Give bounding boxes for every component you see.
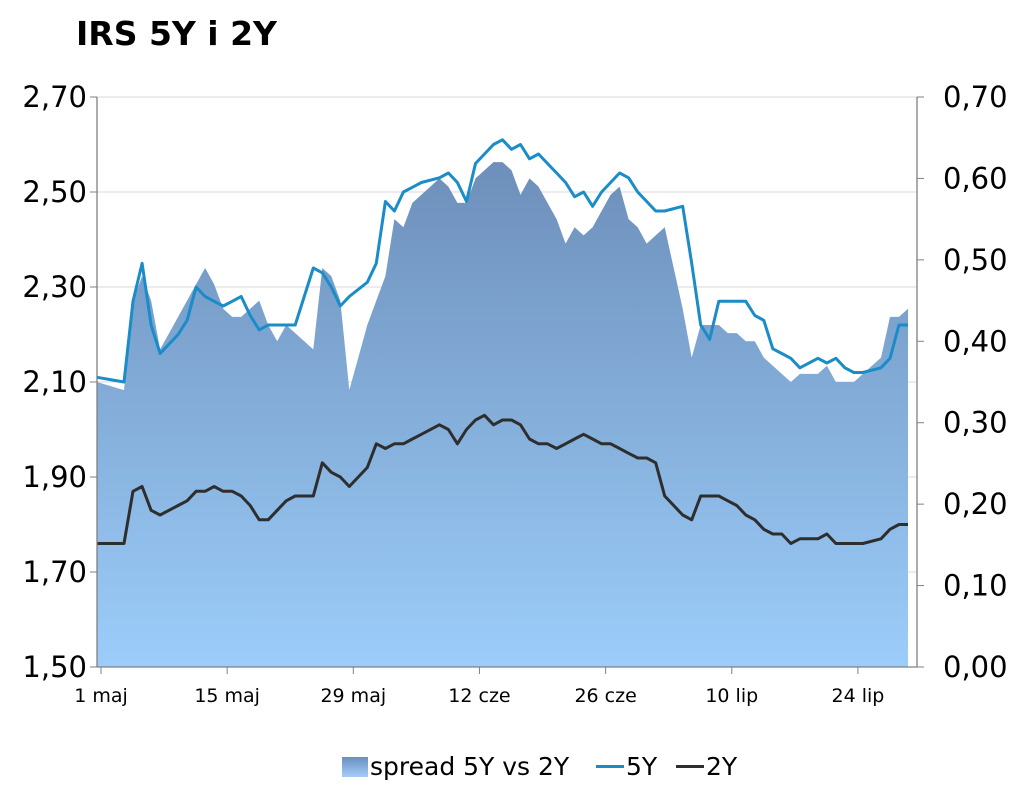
left-tick-label: 2,30 [22, 270, 87, 304]
legend-item-spread: spread 5Y vs 2Y [342, 752, 569, 781]
left-tick-label: 1,90 [22, 460, 87, 494]
axes: 1,50 1,70 1,90 2,10 2,30 2,50 2,70 0,00 0,10 0,20… [22, 80, 1007, 707]
right-tick-label: 0,00 [943, 650, 1008, 684]
legend-swatch-5y [596, 765, 624, 768]
left-tick-label: 2,10 [22, 365, 87, 399]
x-tick-label: 10 lip [705, 685, 758, 707]
x-tick-label: 29 maj [320, 685, 386, 707]
x-tick-label: 15 maj [194, 685, 260, 707]
legend-swatch-spread [342, 756, 368, 777]
left-tick-label: 2,70 [22, 80, 87, 114]
series-area-spread [97, 162, 908, 667]
line-layer [96, 138, 908, 545]
legend: spread 5Y vs 2Y 5Y 2Y [0, 752, 1024, 792]
chart-title: IRS 5Y i 2Y [76, 14, 277, 53]
right-tick-label: 0,40 [943, 324, 1008, 358]
right-tick-label: 0,30 [943, 406, 1008, 440]
legend-swatch-2y [676, 765, 704, 768]
right-tick-label: 0,10 [943, 569, 1008, 603]
x-tick-label: 12 cze [448, 685, 510, 707]
right-tick-label: 0,70 [943, 80, 1008, 114]
chart-plot: 1,50 1,70 1,90 2,10 2,30 2,50 2,70 0,00 0,10 0,20… [22, 80, 1007, 707]
x-tick-label: 1 maj [74, 685, 128, 707]
right-tick-label: 0,50 [943, 243, 1008, 277]
legend-item-2y: 2Y [676, 752, 737, 781]
left-tick-label: 1,70 [22, 555, 87, 589]
legend-label-5y: 5Y [626, 752, 658, 781]
right-tick-label: 0,60 [943, 161, 1008, 195]
x-tick-label: 26 cze [574, 685, 636, 707]
left-tick-label: 1,50 [22, 650, 87, 684]
area-layer [97, 162, 908, 667]
series-line-2y [97, 413, 908, 545]
x-tick-label: 24 lip [832, 685, 885, 707]
right-tick-label: 0,20 [943, 487, 1008, 521]
series-line-5y [96, 138, 908, 384]
legend-label-2y: 2Y [706, 752, 738, 781]
legend-item-5y: 5Y [596, 752, 657, 781]
left-tick-label: 2,50 [22, 175, 87, 209]
legend-label-spread: spread 5Y vs 2Y [370, 752, 570, 781]
